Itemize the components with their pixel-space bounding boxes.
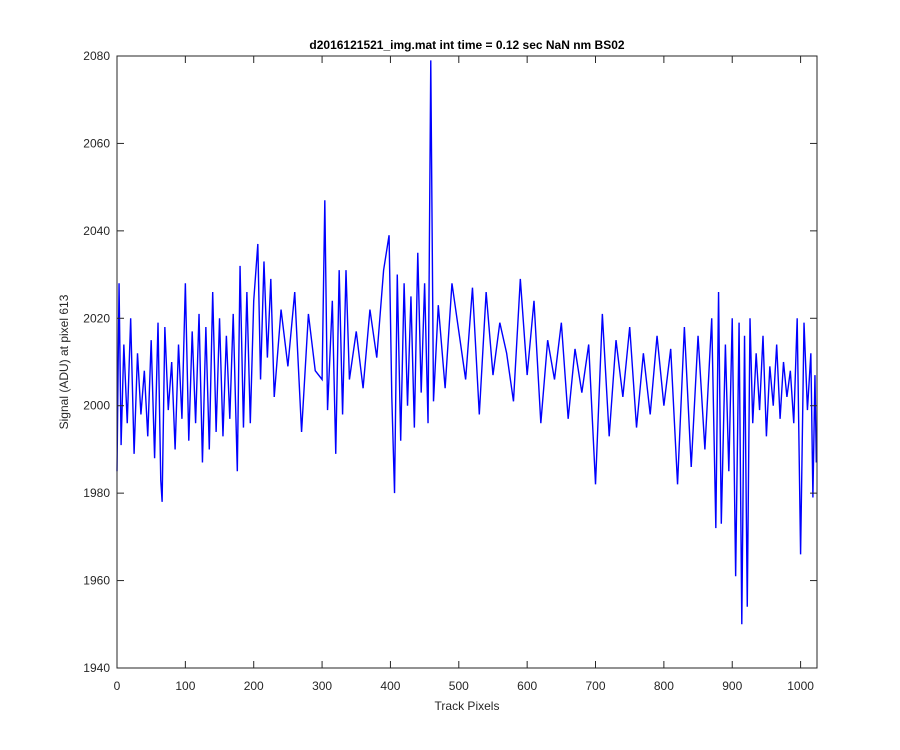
y-tick-label: 1940 [83, 661, 110, 675]
y-tick-label: 2060 [83, 136, 110, 150]
y-tick-label: 2000 [83, 399, 110, 413]
y-tick-label: 2080 [83, 49, 110, 63]
y-tick-label: 1960 [83, 574, 110, 588]
x-tick-label: 800 [654, 679, 674, 693]
x-tick-label: 600 [517, 679, 537, 693]
x-tick-label: 200 [244, 679, 264, 693]
x-axis: 0 100 200 300 400 500 600 700 800 900 1000 [114, 56, 814, 693]
x-tick-label: 400 [380, 679, 400, 693]
x-tick-label: 300 [312, 679, 332, 693]
y-tick-label: 1980 [83, 486, 110, 500]
plot-area [116, 55, 818, 669]
y-tick-label: 2020 [83, 311, 110, 325]
y-tick-label: 2040 [83, 224, 110, 238]
axes-box [116, 55, 818, 669]
chart-title: d2016121521_img.mat int time = 0.12 sec … [309, 38, 624, 52]
x-axis-label: Track Pixels [435, 699, 500, 713]
x-tick-label: 700 [586, 679, 606, 693]
x-tick-label: 0 [114, 679, 121, 693]
y-axis: 1940 1960 1980 2000 2020 2040 2060 2080 [83, 49, 817, 675]
x-tick-label: 1000 [787, 679, 814, 693]
x-tick-label: 500 [449, 679, 469, 693]
y-axis-label: Signal (ADU) at pixel 613 [57, 294, 71, 429]
x-tick-label: 100 [175, 679, 195, 693]
x-tick-label: 900 [722, 679, 742, 693]
series-line [116, 60, 818, 625]
